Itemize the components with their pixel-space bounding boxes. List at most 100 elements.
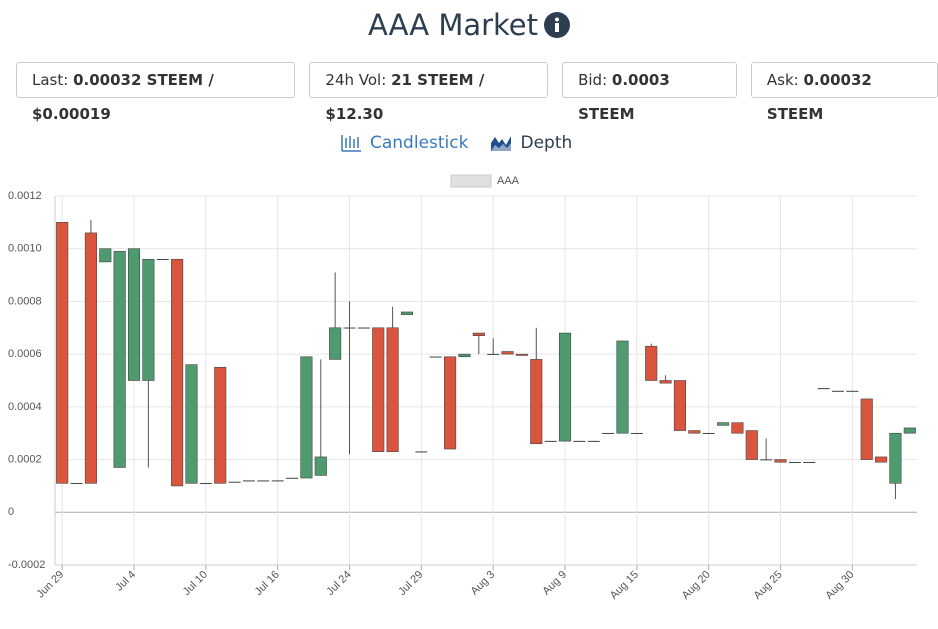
y-tick-label: 0.0002 bbox=[8, 453, 42, 465]
candle-body bbox=[817, 388, 830, 390]
candle bbox=[99, 248, 112, 263]
x-tick-label: Aug 3 bbox=[469, 569, 498, 598]
info-icon[interactable] bbox=[544, 12, 571, 38]
candle-body bbox=[630, 432, 643, 434]
candle bbox=[774, 459, 787, 463]
candle-body bbox=[616, 340, 629, 434]
candle bbox=[199, 483, 212, 485]
candle bbox=[616, 340, 629, 434]
candle-body bbox=[156, 259, 169, 261]
candle-body bbox=[702, 432, 715, 434]
tab[interactable]: Depth bbox=[490, 133, 572, 153]
candle bbox=[286, 477, 299, 479]
candle bbox=[903, 427, 916, 434]
candle bbox=[185, 364, 198, 484]
candle bbox=[271, 480, 284, 482]
candle bbox=[788, 461, 801, 463]
plot-area bbox=[55, 196, 917, 565]
candle bbox=[487, 338, 500, 355]
candle bbox=[558, 332, 572, 442]
candle bbox=[56, 222, 69, 484]
candle-body bbox=[329, 327, 342, 360]
candle-body bbox=[803, 461, 816, 463]
tab-label: Candlestick bbox=[370, 133, 469, 153]
candle bbox=[659, 375, 672, 384]
candle-body bbox=[70, 483, 83, 485]
candle-body bbox=[472, 332, 485, 336]
candle-body bbox=[99, 248, 112, 263]
candle bbox=[501, 351, 514, 355]
candle-body bbox=[185, 364, 198, 484]
candle-body bbox=[400, 311, 414, 315]
candle-body bbox=[760, 459, 773, 461]
candle bbox=[472, 332, 485, 355]
candle bbox=[429, 356, 442, 358]
tabs: Candlestick Depth bbox=[340, 133, 572, 153]
candle-body bbox=[415, 451, 428, 453]
y-tick-label: 0 bbox=[8, 506, 14, 518]
candle-body bbox=[745, 430, 758, 460]
y-tick-label: 0.0008 bbox=[8, 295, 42, 307]
stat-label: Bid: bbox=[578, 71, 608, 89]
candle bbox=[745, 430, 758, 460]
candle bbox=[386, 306, 399, 452]
stat-label: Ask: bbox=[766, 71, 799, 89]
stat-value: 0.0003 STEEM bbox=[578, 71, 670, 123]
candle bbox=[84, 219, 97, 484]
candle-body bbox=[530, 359, 543, 445]
candle-body bbox=[846, 390, 859, 392]
candle bbox=[300, 356, 313, 479]
candle bbox=[228, 481, 241, 483]
candle bbox=[630, 432, 643, 434]
candle-body bbox=[717, 422, 730, 426]
candle-body bbox=[458, 353, 471, 358]
candle bbox=[645, 343, 658, 381]
candle-body bbox=[444, 356, 457, 450]
candle-body bbox=[889, 432, 902, 484]
candle-body bbox=[774, 459, 787, 463]
candle-body bbox=[300, 356, 313, 479]
candle bbox=[688, 430, 701, 434]
candle bbox=[846, 390, 859, 392]
candle bbox=[573, 440, 586, 442]
candle-body bbox=[343, 327, 356, 329]
candle-body bbox=[357, 327, 370, 329]
candle bbox=[602, 432, 615, 434]
legend-label: AAA bbox=[497, 175, 520, 187]
candle bbox=[70, 483, 83, 485]
candle-body bbox=[56, 222, 69, 484]
candle bbox=[673, 380, 686, 431]
candle-body bbox=[271, 480, 284, 482]
candle-body bbox=[587, 440, 600, 442]
candle bbox=[530, 327, 543, 445]
candle-body bbox=[127, 248, 141, 381]
candle-body bbox=[602, 432, 615, 434]
x-tick-label: Jul 29 bbox=[396, 569, 425, 598]
stat: Bid: 0.0003 STEEM bbox=[562, 62, 737, 123]
candle-body bbox=[501, 351, 514, 355]
x-tick-label: Jun 29 bbox=[35, 569, 67, 601]
candle-body bbox=[314, 456, 327, 476]
candle-body bbox=[257, 480, 270, 482]
candle-body bbox=[688, 430, 701, 434]
candle-body bbox=[831, 390, 844, 392]
candle-body bbox=[903, 427, 916, 434]
candle bbox=[156, 259, 169, 261]
candle bbox=[314, 359, 327, 476]
legend-swatch bbox=[450, 174, 492, 188]
x-tick-label: Jul 4 bbox=[113, 569, 138, 594]
candle-body bbox=[171, 258, 184, 487]
candle bbox=[544, 440, 557, 442]
x-tick-label: Aug 20 bbox=[680, 569, 713, 602]
tab[interactable]: Candlestick bbox=[340, 133, 468, 153]
candle-body bbox=[515, 353, 528, 356]
x-tick-label: Aug 30 bbox=[823, 569, 856, 602]
stat: Last: 0.00032 STEEM / $0.00019 bbox=[16, 62, 296, 123]
candle bbox=[760, 438, 773, 461]
candle-body bbox=[84, 232, 97, 484]
candle bbox=[242, 480, 255, 482]
candle bbox=[731, 422, 744, 434]
title: AAA Market bbox=[367, 8, 539, 42]
candle bbox=[329, 272, 342, 360]
stat-label: 24h Vol: bbox=[325, 71, 387, 89]
